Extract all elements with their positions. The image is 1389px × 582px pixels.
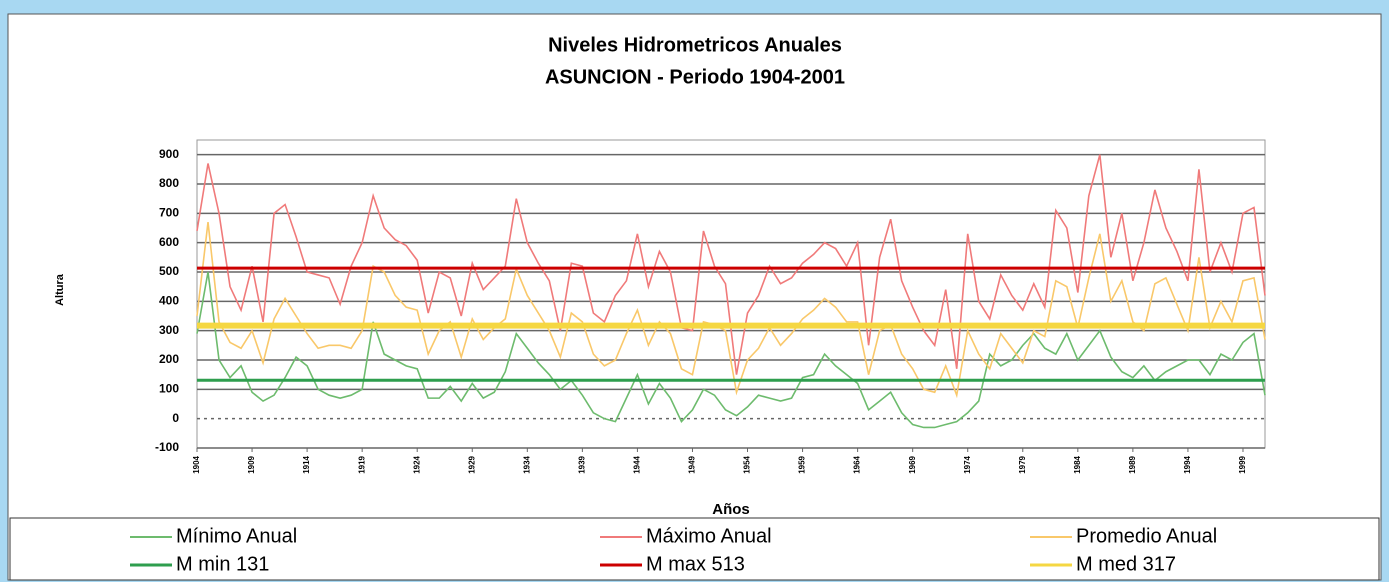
x-tick-label: 1939 — [577, 455, 586, 473]
x-tick-label: 1999 — [1238, 455, 1247, 473]
x-tick-label: 1964 — [853, 455, 862, 473]
x-tick-label: 1959 — [798, 455, 807, 473]
x-tick-label: 1994 — [1183, 455, 1192, 473]
x-tick-label: 1934 — [522, 455, 531, 473]
legend-label: M min 131 — [176, 553, 269, 575]
legend-label: Máximo Anual — [646, 525, 772, 547]
y-tick-label: 800 — [159, 176, 179, 190]
y-tick-label: 900 — [159, 147, 179, 161]
x-tick-label: 1979 — [1018, 455, 1027, 473]
legend-label: M max 513 — [646, 553, 745, 575]
y-tick-label: 500 — [159, 264, 179, 278]
x-tick-label: 1924 — [412, 455, 421, 473]
y-tick-label: 0 — [172, 411, 179, 425]
y-tick-label: 600 — [159, 235, 179, 249]
chart-subtitle: ASUNCION - Periodo 1904-2001 — [545, 66, 845, 88]
x-tick-label: 1909 — [247, 455, 256, 473]
x-axis-label: Años — [712, 501, 750, 518]
x-tick-label: 1904 — [192, 455, 201, 473]
x-tick-label: 1914 — [302, 455, 311, 473]
x-tick-label: 1944 — [633, 455, 642, 473]
plot-area — [196, 139, 1266, 449]
x-tick-label: 1949 — [688, 455, 697, 473]
y-tick-label: 400 — [159, 294, 179, 308]
x-tick-label: 1969 — [908, 455, 917, 473]
y-tick-label: -100 — [155, 440, 179, 454]
legend-label: Promedio Anual — [1076, 525, 1217, 547]
y-tick-label: 200 — [159, 352, 179, 366]
x-tick-label: 1989 — [1128, 455, 1137, 473]
x-tick-label: 1984 — [1073, 455, 1082, 473]
legend-label: M med 317 — [1076, 553, 1176, 575]
x-tick-label: 1974 — [963, 455, 972, 473]
y-axis-label: Altura — [54, 273, 66, 306]
x-tick-label: 1919 — [357, 455, 366, 473]
legend — [9, 517, 1380, 581]
legend-label: Mínimo Anual — [176, 525, 297, 547]
chart-title: Niveles Hidrometricos Anuales — [548, 34, 842, 56]
y-tick-label: 300 — [159, 323, 179, 337]
series-line — [196, 154, 1266, 375]
y-tick-label: 700 — [159, 206, 179, 220]
x-tick-label: 1929 — [467, 455, 476, 473]
y-tick-label: 100 — [159, 382, 179, 396]
x-tick-label: 1954 — [743, 455, 752, 473]
